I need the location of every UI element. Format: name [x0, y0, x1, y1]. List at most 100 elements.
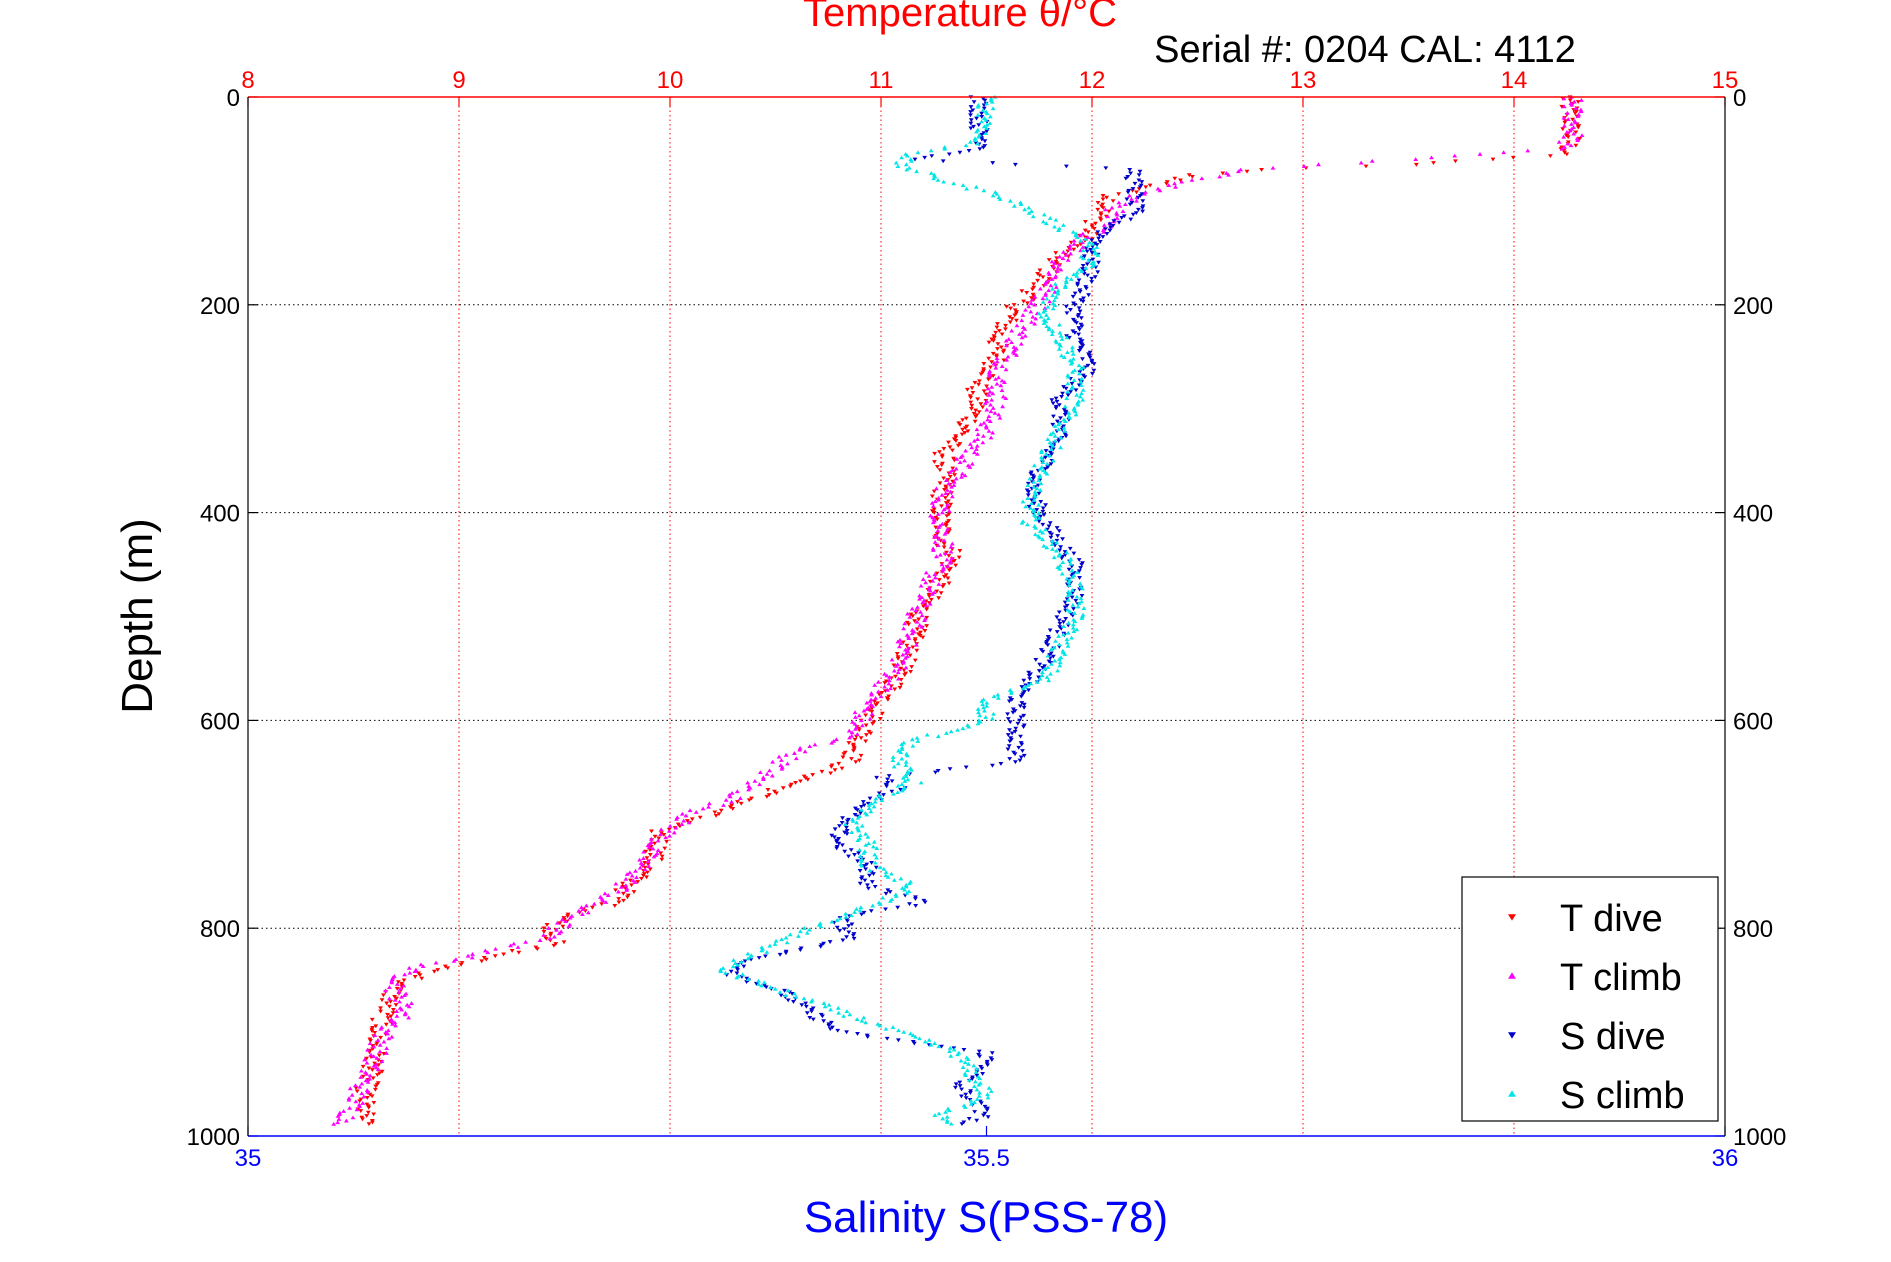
data-point: [842, 849, 848, 854]
data-point: [904, 167, 910, 172]
data-point: [969, 1077, 975, 1082]
data-point: [872, 699, 877, 704]
data-point: [969, 461, 975, 466]
data-point: [1107, 228, 1113, 233]
data-point: [1026, 210, 1032, 215]
data-point: [693, 810, 699, 814]
data-point: [934, 554, 939, 559]
data-point: [991, 694, 997, 699]
data-point: [764, 794, 770, 799]
data-point: [379, 1059, 385, 1063]
data-point: [1023, 504, 1029, 509]
data-point: [916, 617, 922, 622]
data-point: [401, 983, 407, 988]
data-point: [389, 1018, 394, 1023]
data-point: [867, 868, 873, 873]
data-point: [1017, 758, 1023, 763]
data-point: [591, 901, 597, 906]
data-point: [659, 831, 664, 836]
data-point: [431, 969, 437, 974]
data-point: [1068, 390, 1074, 394]
data-point: [826, 1024, 832, 1028]
data-point: [735, 800, 740, 804]
data-point: [884, 673, 890, 678]
data-point: [1010, 710, 1016, 715]
data-point: [1043, 281, 1048, 286]
data-point: [828, 1007, 834, 1012]
data-point: [1064, 335, 1070, 340]
data-point: [1031, 484, 1037, 489]
data-point: [1029, 297, 1035, 302]
data-point: [336, 1117, 342, 1121]
data-point: [974, 1073, 980, 1078]
data-point: [941, 507, 947, 512]
data-point: [1561, 96, 1567, 101]
data-point: [1570, 117, 1576, 122]
data-point: [1065, 389, 1070, 394]
data-point: [371, 1100, 377, 1105]
data-point: [963, 1073, 969, 1077]
data-point: [885, 888, 891, 893]
data-point: [551, 934, 557, 939]
data-point: [893, 663, 899, 668]
data-point: [624, 888, 630, 892]
data-point: [1224, 171, 1229, 175]
data-point: [641, 849, 647, 854]
data-point: [679, 822, 685, 826]
data-point: [1091, 246, 1096, 251]
data-point: [1064, 396, 1070, 400]
data-point: [1050, 306, 1056, 311]
data-point: [875, 679, 881, 684]
data-point: [1031, 507, 1037, 512]
data-point: [990, 391, 996, 396]
data-point: [996, 329, 1002, 333]
data-point: [369, 1068, 375, 1072]
data-point: [1077, 327, 1082, 332]
data-point: [996, 375, 1001, 380]
data-point: [1056, 439, 1062, 444]
data-point: [1127, 193, 1132, 198]
data-point: [1058, 435, 1064, 440]
data-point: [1054, 419, 1060, 424]
data-point: [863, 723, 869, 728]
data-point: [962, 1105, 968, 1109]
data-point: [841, 1013, 847, 1018]
data-point: [791, 1000, 796, 1004]
data-point: [397, 999, 402, 1004]
data-point: [385, 1031, 391, 1036]
data-point: [883, 891, 889, 896]
data-point: [1078, 379, 1084, 384]
data-point: [1578, 107, 1584, 112]
data-point: [931, 504, 936, 508]
data-point: [1029, 319, 1034, 324]
data-point: [869, 880, 875, 885]
data-point: [369, 1017, 375, 1022]
data-point: [1561, 104, 1567, 109]
data-point: [1030, 214, 1036, 219]
data-point: [870, 721, 876, 726]
data-point: [746, 977, 751, 982]
data-point: [1147, 183, 1153, 188]
data-point: [891, 791, 896, 796]
data-point: [1052, 224, 1057, 229]
data-point: [1022, 207, 1028, 212]
data-point: [915, 605, 920, 609]
data-point: [373, 1024, 379, 1029]
data-point: [879, 691, 885, 695]
data-point: [975, 112, 981, 117]
data-point: [1056, 529, 1062, 534]
data-point: [1033, 316, 1039, 321]
data-point: [873, 796, 879, 801]
data-point: [1041, 513, 1047, 517]
data-point: [1051, 414, 1056, 419]
data-point: [1569, 102, 1575, 107]
data-point: [1090, 372, 1095, 376]
data-point: [1038, 481, 1044, 486]
data-point: [890, 758, 896, 763]
data-point: [1089, 280, 1095, 284]
data-point: [929, 500, 935, 505]
data-point: [899, 886, 905, 890]
depth-tick-label-left: 600: [200, 708, 240, 735]
data-point: [990, 405, 996, 410]
